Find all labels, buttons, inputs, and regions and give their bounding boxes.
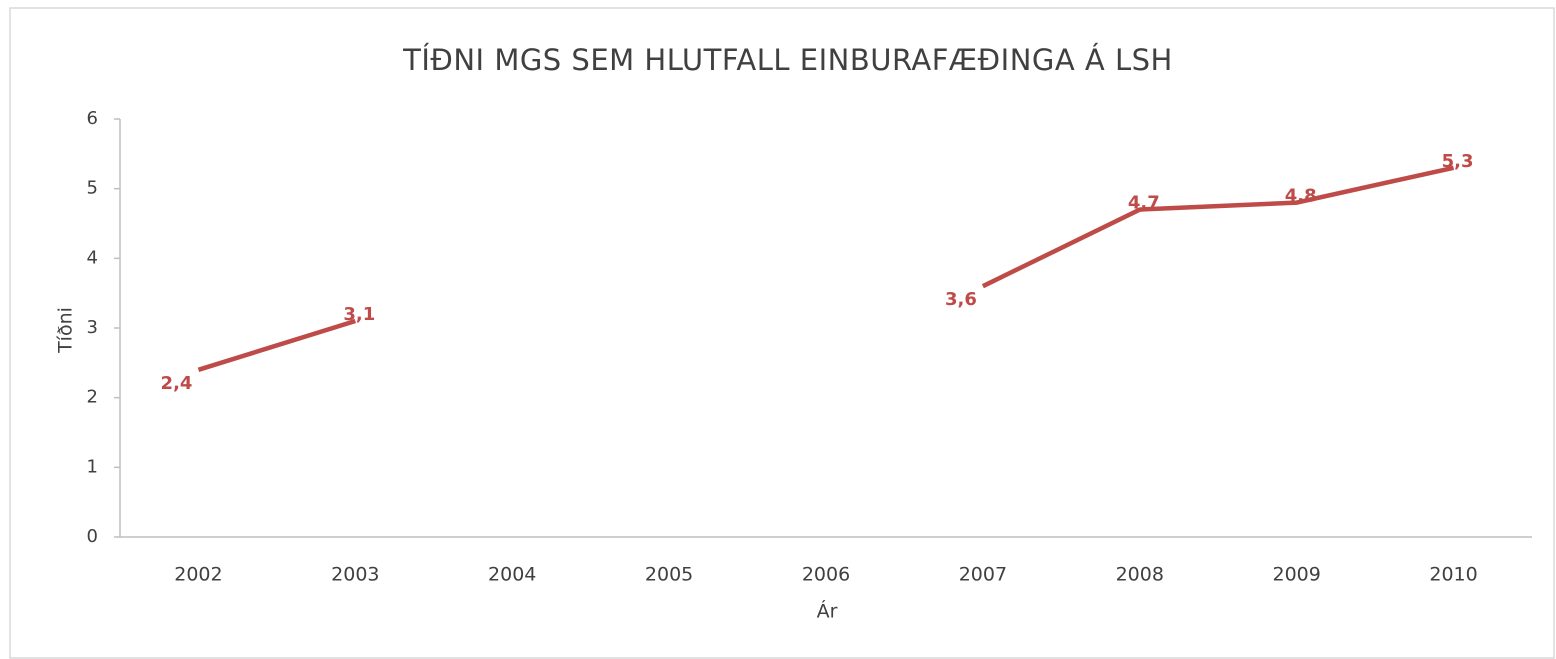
x-tick-label: 2005 — [645, 564, 693, 586]
chart-title: TÍÐNI MGS SEM HLUTFALL EINBURAFÆÐINGA Á … — [402, 43, 1173, 77]
data-label: 3,6 — [945, 289, 977, 310]
line-series — [197, 165, 1455, 372]
y-axis-label: Tíðni — [55, 307, 77, 354]
chart-border — [9, 7, 1555, 659]
x-tick-label: 2006 — [802, 564, 850, 586]
data-label: 5,3 — [1442, 151, 1474, 172]
data-label: 3,1 — [343, 304, 375, 325]
x-tick-label: 2003 — [331, 564, 379, 586]
data-label: 4,7 — [1128, 193, 1160, 214]
data-label: 4,8 — [1285, 186, 1317, 207]
x-tick-label: 2004 — [488, 564, 536, 586]
y-tick-label: 5 — [87, 178, 98, 199]
y-tick-label: 2 — [87, 387, 98, 408]
x-tick-label: 2007 — [959, 564, 1007, 586]
x-tick-label: 2009 — [1272, 564, 1320, 586]
y-tick-label: 6 — [87, 108, 98, 129]
data-label: 2,4 — [161, 373, 193, 394]
y-tick-label: 0 — [87, 526, 98, 547]
x-tick-label: 2008 — [1116, 564, 1164, 586]
y-tick-label: 4 — [87, 247, 98, 268]
y-tick-label: 1 — [87, 456, 98, 477]
x-tick-label: 2010 — [1429, 564, 1477, 586]
y-tick-label: 3 — [87, 317, 98, 338]
x-tick-label: 2002 — [174, 564, 222, 586]
x-axis-label: Ár — [817, 600, 838, 623]
